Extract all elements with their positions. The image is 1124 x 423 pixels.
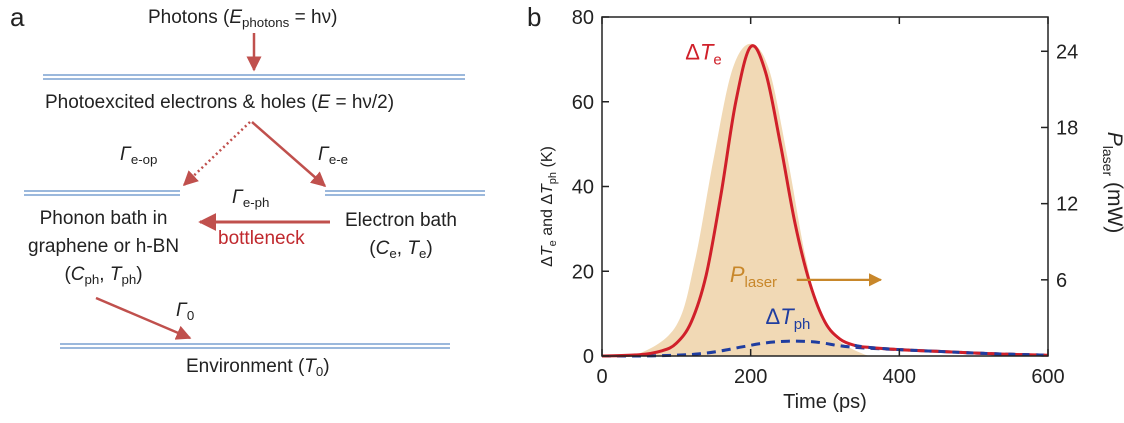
bottleneck-label: bottleneck [218,228,305,249]
arrow-e-op [182,121,251,187]
plot-frame [601,16,1049,357]
level-line-electron [325,190,485,196]
level-line-top [43,74,465,80]
x-tick-label: 400 [883,366,916,388]
right-tick-label: 12 [1056,194,1078,216]
left-tick-label: 80 [572,7,594,29]
photoexcited-label: Photoexcited electrons & holes (E = hν/2… [45,92,395,113]
delta-t-ph-annotation: ΔTph [766,304,811,333]
arrow-gamma-0 [95,296,192,340]
right-axis-ticks: 6 12 18 24 [1041,41,1078,292]
left-axis-ticks: 0 20 40 60 80 [572,7,609,368]
temperature-chart: 0 200 400 600 0 20 40 60 80 6 12 18 24 Time (ps) Δ… [539,7,1124,413]
rate-label-gamma-0: Γ0 [176,300,195,323]
delta-t-e-tail-dash [854,343,1049,357]
delta-t-e-annotation: ΔTe [685,39,722,68]
x-tick-label: 0 [596,366,607,388]
left-tick-label: 40 [572,177,594,199]
photons-label: Photons (Ephotons = hν) [148,7,338,30]
panel-label-a: a [10,2,25,32]
phonon-bath-label: Phonon bath in graphene or h-BN (Cph, Tp… [28,208,180,287]
diagram-lines [24,33,485,349]
x-axis-label: Time (ps) [783,391,867,413]
right-axis-label: Plaser (mW) [1100,132,1124,234]
rate-label-e-ph: Γe-ph [232,187,270,210]
x-tick-label: 200 [734,366,767,388]
left-tick-label: 60 [572,92,594,114]
left-tick-label: 20 [572,261,594,283]
level-line-environment [60,343,450,349]
left-tick-label: 0 [583,346,594,368]
arrow-e-e [251,121,327,187]
right-tick-label: 6 [1056,270,1067,292]
right-tick-label: 24 [1056,41,1078,63]
level-line-phonon [24,190,180,196]
rate-label-e-op: Γe-op [120,144,158,167]
delta-t-e-line [601,44,1049,358]
environment-label: Environment (T0) [186,356,330,379]
right-tick-label: 18 [1056,117,1078,139]
laser-pulse-area [602,43,1048,357]
x-tick-label: 600 [1031,366,1064,388]
p-laser-annotation: Plaser [730,262,777,291]
x-axis-ticks: 0 200 400 600 [596,17,1065,388]
left-axis-label: ΔTe and ΔTph (K) [539,146,559,267]
electron-bath-label: Electron bath (Ce, Te) [345,210,457,261]
panel-label-b: b [527,2,542,32]
rate-label-e-e: Γe-e [318,144,349,167]
